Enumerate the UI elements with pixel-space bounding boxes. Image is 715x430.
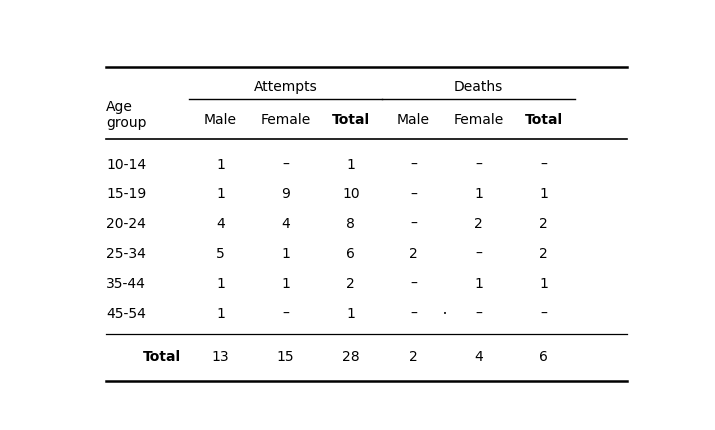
Text: 1: 1 (346, 157, 355, 171)
Text: 1: 1 (539, 276, 548, 290)
Text: Female: Female (453, 113, 503, 126)
Text: 2: 2 (409, 349, 418, 363)
Text: Female: Female (260, 113, 311, 126)
Text: 4: 4 (281, 217, 290, 231)
Text: 1: 1 (281, 246, 290, 261)
Text: –: – (410, 276, 417, 290)
Text: 1: 1 (346, 306, 355, 320)
Text: 8: 8 (346, 217, 355, 231)
Text: –: – (540, 306, 547, 320)
Text: 2: 2 (474, 217, 483, 231)
Text: 2: 2 (539, 246, 548, 261)
Text: 4: 4 (474, 349, 483, 363)
Text: Age
group: Age group (106, 99, 147, 129)
Text: Attempts: Attempts (254, 80, 317, 93)
Text: 10: 10 (342, 187, 360, 201)
Text: –: – (410, 306, 417, 320)
Text: 1: 1 (474, 276, 483, 290)
Text: –: – (282, 306, 289, 320)
Text: Deaths: Deaths (454, 80, 503, 93)
Text: 6: 6 (539, 349, 548, 363)
Text: 4: 4 (216, 217, 225, 231)
Text: Male: Male (204, 113, 237, 126)
Text: 2: 2 (539, 217, 548, 231)
Text: Male: Male (397, 113, 430, 126)
Text: –: – (410, 217, 417, 231)
Text: –: – (475, 306, 482, 320)
Text: 25-34: 25-34 (106, 246, 146, 261)
Text: –: – (475, 157, 482, 171)
Text: 6: 6 (346, 246, 355, 261)
Text: Total: Total (525, 113, 563, 126)
Text: 10-14: 10-14 (106, 157, 146, 171)
Text: –: – (475, 246, 482, 261)
Text: 2: 2 (347, 276, 355, 290)
Text: –: – (282, 157, 289, 171)
Text: 1: 1 (216, 276, 225, 290)
Text: –: – (540, 157, 547, 171)
Text: 15: 15 (277, 349, 295, 363)
Text: 13: 13 (212, 349, 230, 363)
Text: –: – (410, 187, 417, 201)
Text: –: – (410, 157, 417, 171)
Text: 1: 1 (539, 187, 548, 201)
Text: 5: 5 (216, 246, 225, 261)
Text: •: • (443, 310, 447, 316)
Text: 28: 28 (342, 349, 360, 363)
Text: 1: 1 (216, 157, 225, 171)
Text: 1: 1 (216, 187, 225, 201)
Text: 20-24: 20-24 (106, 217, 146, 231)
Text: 2: 2 (409, 246, 418, 261)
Text: 35-44: 35-44 (106, 276, 146, 290)
Text: Total: Total (332, 113, 370, 126)
Text: 1: 1 (474, 187, 483, 201)
Text: 1: 1 (216, 306, 225, 320)
Text: 45-54: 45-54 (106, 306, 146, 320)
Text: Total: Total (143, 349, 181, 363)
Text: 9: 9 (281, 187, 290, 201)
Text: 15-19: 15-19 (106, 187, 147, 201)
Text: 1: 1 (281, 276, 290, 290)
